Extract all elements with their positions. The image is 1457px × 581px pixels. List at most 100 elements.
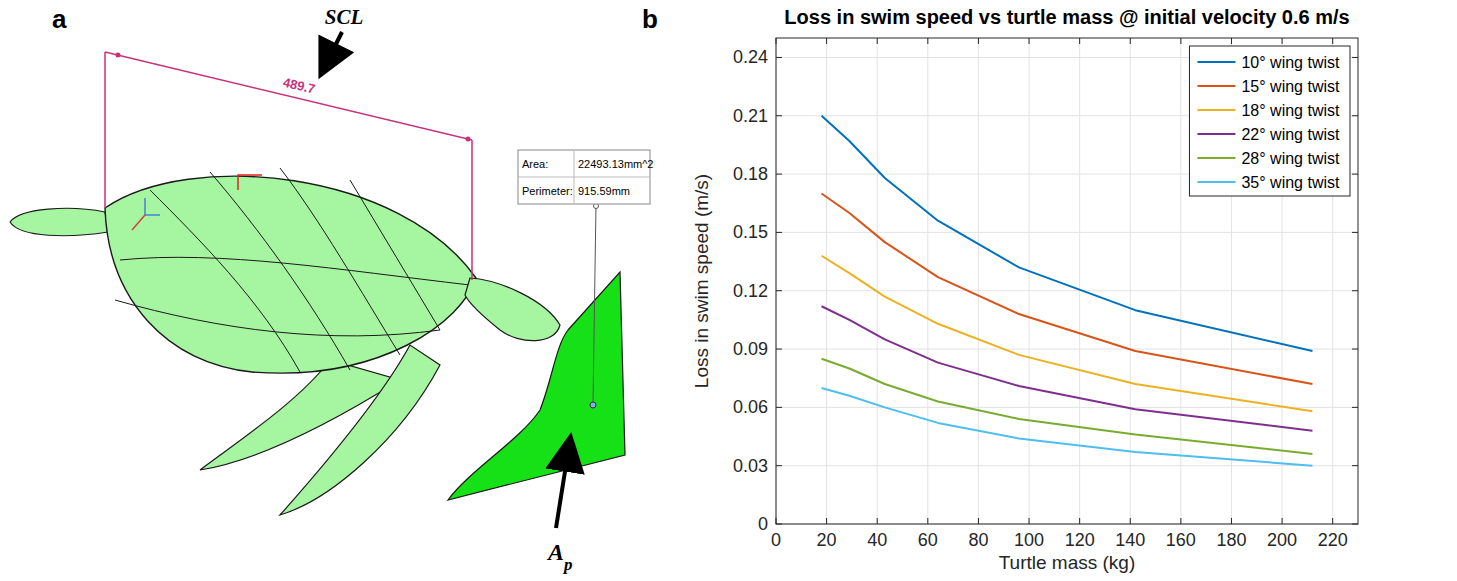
- tick: [1231, 518, 1232, 524]
- dimension-value: 489.7: [281, 75, 316, 97]
- panel-b: b Loss in swim speed vs turtle mass @ ini…: [642, 4, 1358, 573]
- x-tick-label: 140: [1115, 530, 1145, 550]
- legend-label: 35° wing twist: [1241, 174, 1340, 191]
- tick: [776, 38, 777, 44]
- panel-letter: b: [642, 4, 658, 34]
- tick: [1029, 38, 1030, 44]
- chart-title: Loss in swim speed vs turtle mass @ init…: [784, 6, 1349, 28]
- tick: [1352, 465, 1358, 466]
- tick: [776, 518, 777, 524]
- ap-subscript: p: [562, 555, 573, 574]
- legend-label: 28° wing twist: [1241, 150, 1340, 167]
- plot-frame: [776, 38, 1358, 524]
- series-line: [822, 194, 1313, 385]
- tick: [776, 57, 782, 58]
- tick: [776, 407, 782, 408]
- info-value: 915.59mm: [578, 185, 630, 197]
- y-tick-label: 0: [758, 514, 768, 534]
- tick: [978, 518, 979, 524]
- legend-label: 10° wing twist: [1241, 54, 1340, 71]
- figure: a489.7SCLArea:22493.13mm^2Perimeter:915.…: [0, 0, 1457, 581]
- y-tick-label: 0.06: [733, 397, 768, 417]
- tick: [1352, 174, 1358, 175]
- tick: [826, 38, 827, 44]
- tick: [877, 38, 878, 44]
- panel-a: a489.7SCLArea:22493.13mm^2Perimeter:915.…: [10, 4, 654, 574]
- dimension-end: [466, 137, 471, 142]
- tick: [776, 524, 782, 525]
- y-tick-label: 0.15: [733, 222, 768, 242]
- leader-anchor: [590, 402, 596, 408]
- dimension-end: [116, 53, 121, 58]
- scute-line: [115, 300, 440, 336]
- grid-line: [1029, 38, 1030, 524]
- y-tick-label: 0.03: [733, 456, 768, 476]
- legend-swatch: [1197, 61, 1235, 63]
- x-tick-label: 220: [1318, 530, 1348, 550]
- grid-line: [776, 407, 1358, 408]
- scute-line: [150, 190, 300, 372]
- dimension-extension: [471, 140, 473, 280]
- legend-label: 15° wing twist: [1241, 78, 1340, 95]
- tick: [776, 290, 782, 291]
- tick: [776, 465, 782, 466]
- tick: [1282, 518, 1283, 524]
- ap-label: Ap: [546, 539, 573, 574]
- grid-line: [1079, 38, 1080, 524]
- tick: [1332, 38, 1333, 44]
- scl-label: SCL: [325, 5, 364, 29]
- scute-line: [350, 180, 440, 330]
- info-row-line: [518, 177, 650, 178]
- legend-box: [1189, 46, 1350, 196]
- grid-line: [776, 290, 1358, 291]
- legend-swatch: [1197, 157, 1235, 159]
- tick: [776, 174, 782, 175]
- tick: [1180, 38, 1181, 44]
- info-value: 22493.13mm^2: [578, 158, 654, 170]
- x-tick-label: 100: [1014, 530, 1044, 550]
- series-line: [822, 359, 1313, 454]
- series-line: [822, 306, 1313, 430]
- tick: [1332, 518, 1333, 524]
- shell: [105, 176, 476, 373]
- tick: [1352, 115, 1358, 116]
- tick: [877, 518, 878, 524]
- tick: [776, 232, 782, 233]
- grid-line: [776, 349, 1358, 350]
- x-tick-label: 40: [867, 530, 887, 550]
- scute-line: [280, 168, 400, 355]
- tick: [1130, 518, 1131, 524]
- x-tick-label: 80: [968, 530, 988, 550]
- grid-line: [776, 465, 1358, 466]
- scute-line: [210, 172, 350, 370]
- tick: [826, 518, 827, 524]
- tick: [1352, 232, 1358, 233]
- scute-line: [120, 257, 470, 285]
- rear-flipper: [10, 208, 108, 235]
- grid-line: [877, 38, 878, 524]
- info-label: Area:: [522, 158, 548, 170]
- tick: [1130, 38, 1131, 44]
- tick: [1282, 38, 1283, 44]
- dimension-line: [105, 52, 472, 140]
- tick: [1231, 38, 1232, 44]
- grid-line: [1180, 38, 1181, 524]
- tick: [927, 38, 928, 44]
- leader-line: [593, 204, 596, 404]
- legend-swatch: [1197, 109, 1235, 111]
- tick: [1029, 518, 1030, 524]
- tick: [1180, 518, 1181, 524]
- x-tick-label: 200: [1267, 530, 1297, 550]
- dimension-extension: [104, 52, 106, 208]
- grid-line: [927, 38, 928, 524]
- info-col-line: [574, 150, 575, 204]
- origin-mark: [238, 175, 262, 190]
- panel-letter: a: [52, 4, 67, 34]
- x-tick-label: 120: [1065, 530, 1095, 550]
- x-tick-label: 160: [1166, 530, 1196, 550]
- y-tick-label: 0.12: [733, 281, 768, 301]
- tick: [1352, 57, 1358, 58]
- legend-swatch: [1197, 85, 1235, 87]
- x-tick-label: 20: [817, 530, 837, 550]
- plot-area: [776, 38, 1358, 524]
